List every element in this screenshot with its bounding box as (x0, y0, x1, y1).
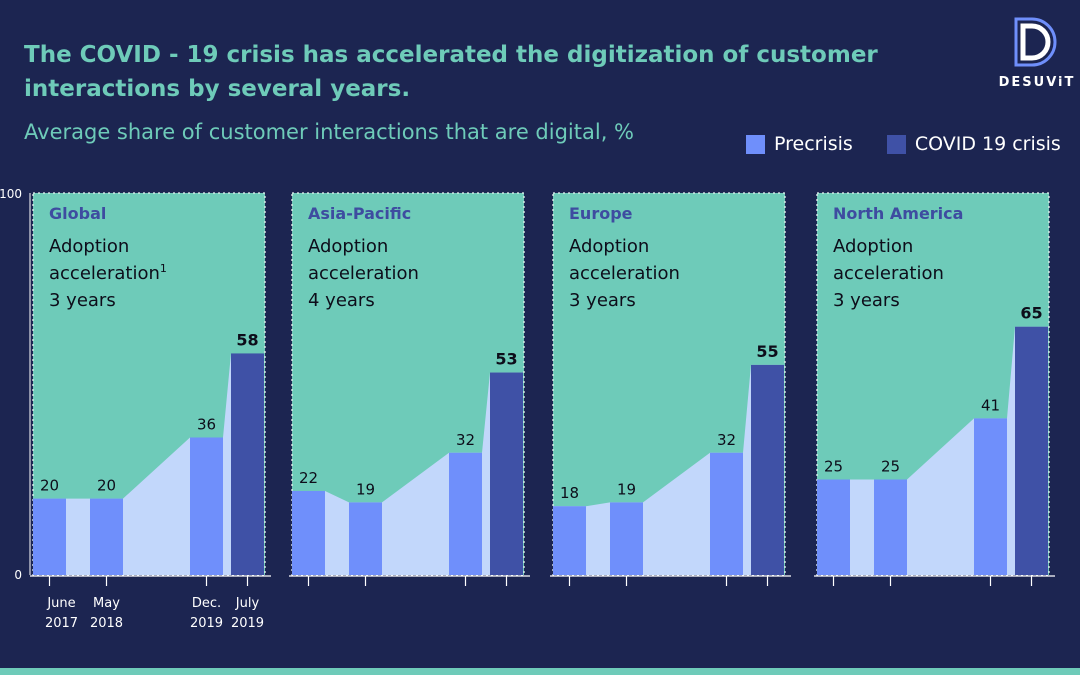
bar-europe-2 (710, 452, 743, 575)
years-value-global: 3 years (49, 290, 116, 311)
data-label-global-2: 36 (197, 415, 216, 433)
adoption-label-europe: Adoption (569, 236, 649, 257)
bar-north-america-0 (817, 479, 850, 575)
bar-north-america-2 (974, 418, 1007, 575)
region-title-europe: Europe (569, 204, 633, 223)
bar-europe-0 (553, 506, 586, 575)
legend-swatch-precrisis (746, 134, 765, 154)
years-value-north-america: 3 years (833, 290, 900, 311)
x-tick-label-0-0: June (46, 596, 75, 611)
data-label-asia-pacific-0: 22 (299, 469, 318, 487)
footnote-mark: 1 (160, 262, 167, 275)
legend-item-covid: COVID 19 crisis (886, 133, 1061, 155)
data-label-north-america-2: 41 (981, 396, 1000, 414)
data-label-north-america-0: 25 (824, 458, 843, 476)
acceleration-label-asia-pacific: acceleration (308, 263, 419, 284)
headline: The COVID - 19 crisis has accelerated th… (24, 42, 878, 102)
desuvit-d-logo-icon (1014, 17, 1057, 67)
data-label-north-america-3: 65 (1020, 304, 1042, 323)
x-tick-label-2-0: Dec. (192, 596, 221, 611)
bar-asia-pacific-2 (449, 452, 482, 575)
bar-europe-3 (751, 364, 784, 575)
acceleration-label-north-america: acceleration (833, 263, 944, 284)
x-tick-label-0-1: 2017 (45, 616, 78, 631)
data-label-europe-3: 55 (756, 342, 778, 361)
x-tick-label-3-1: 2019 (231, 616, 264, 631)
years-value-europe: 3 years (569, 290, 636, 311)
data-label-asia-pacific-3: 53 (495, 350, 517, 369)
footer-bar (0, 668, 1080, 675)
bar-global-2 (190, 437, 223, 575)
data-label-europe-1: 19 (617, 480, 636, 498)
bar-north-america-1 (874, 479, 907, 575)
acceleration-label-global: acceleration1 (49, 262, 167, 284)
data-label-global-0: 20 (40, 477, 59, 495)
y-tick-label-100: 100 (0, 187, 22, 201)
legend-item-precrisis: Precrisis (746, 133, 853, 155)
chart-legend: Precrisis COVID 19 crisis (746, 133, 1061, 155)
bar-global-0 (33, 498, 66, 575)
adoption-label-global: Adoption (49, 236, 129, 257)
adoption-label-north-america: Adoption (833, 236, 913, 257)
x-tick-label-3-0: July (235, 596, 260, 611)
years-value-asia-pacific: 4 years (308, 290, 375, 311)
bar-asia-pacific-3 (490, 372, 523, 575)
adoption-label-asia-pacific: Adoption (308, 236, 388, 257)
x-tick-label-1-1: 2018 (90, 616, 123, 631)
data-label-north-america-1: 25 (881, 458, 900, 476)
bar-global-1 (90, 498, 123, 575)
data-label-europe-2: 32 (717, 431, 736, 449)
data-label-global-1: 20 (97, 477, 116, 495)
logo-wordmark: DESUViT (998, 75, 1076, 90)
bar-asia-pacific-1 (349, 502, 382, 575)
legend-label-precrisis: Precrisis (774, 133, 853, 155)
data-label-asia-pacific-2: 32 (456, 431, 475, 449)
legend-swatch-covid (886, 134, 906, 154)
region-title-asia-pacific: Asia-Pacific (308, 204, 411, 223)
data-label-europe-0: 18 (560, 484, 579, 502)
legend-label-covid: COVID 19 crisis (914, 133, 1061, 155)
bar-asia-pacific-0 (292, 490, 325, 575)
region-title-north-america: North America (833, 204, 963, 223)
acceleration-label-europe: acceleration (569, 263, 680, 284)
region-title-global: Global (49, 204, 106, 223)
data-label-global-3: 58 (236, 330, 258, 349)
x-tick-label-2-1: 2019 (190, 616, 223, 631)
bar-europe-1 (610, 502, 643, 575)
y-tick-label-0: 0 (14, 568, 22, 582)
bar-global-3 (231, 353, 264, 575)
bar-north-america-3 (1015, 326, 1048, 575)
chart-subtitle: Average share of customer interactions t… (24, 120, 634, 144)
data-label-asia-pacific-1: 19 (356, 480, 375, 498)
x-tick-label-1-0: May (93, 596, 120, 611)
